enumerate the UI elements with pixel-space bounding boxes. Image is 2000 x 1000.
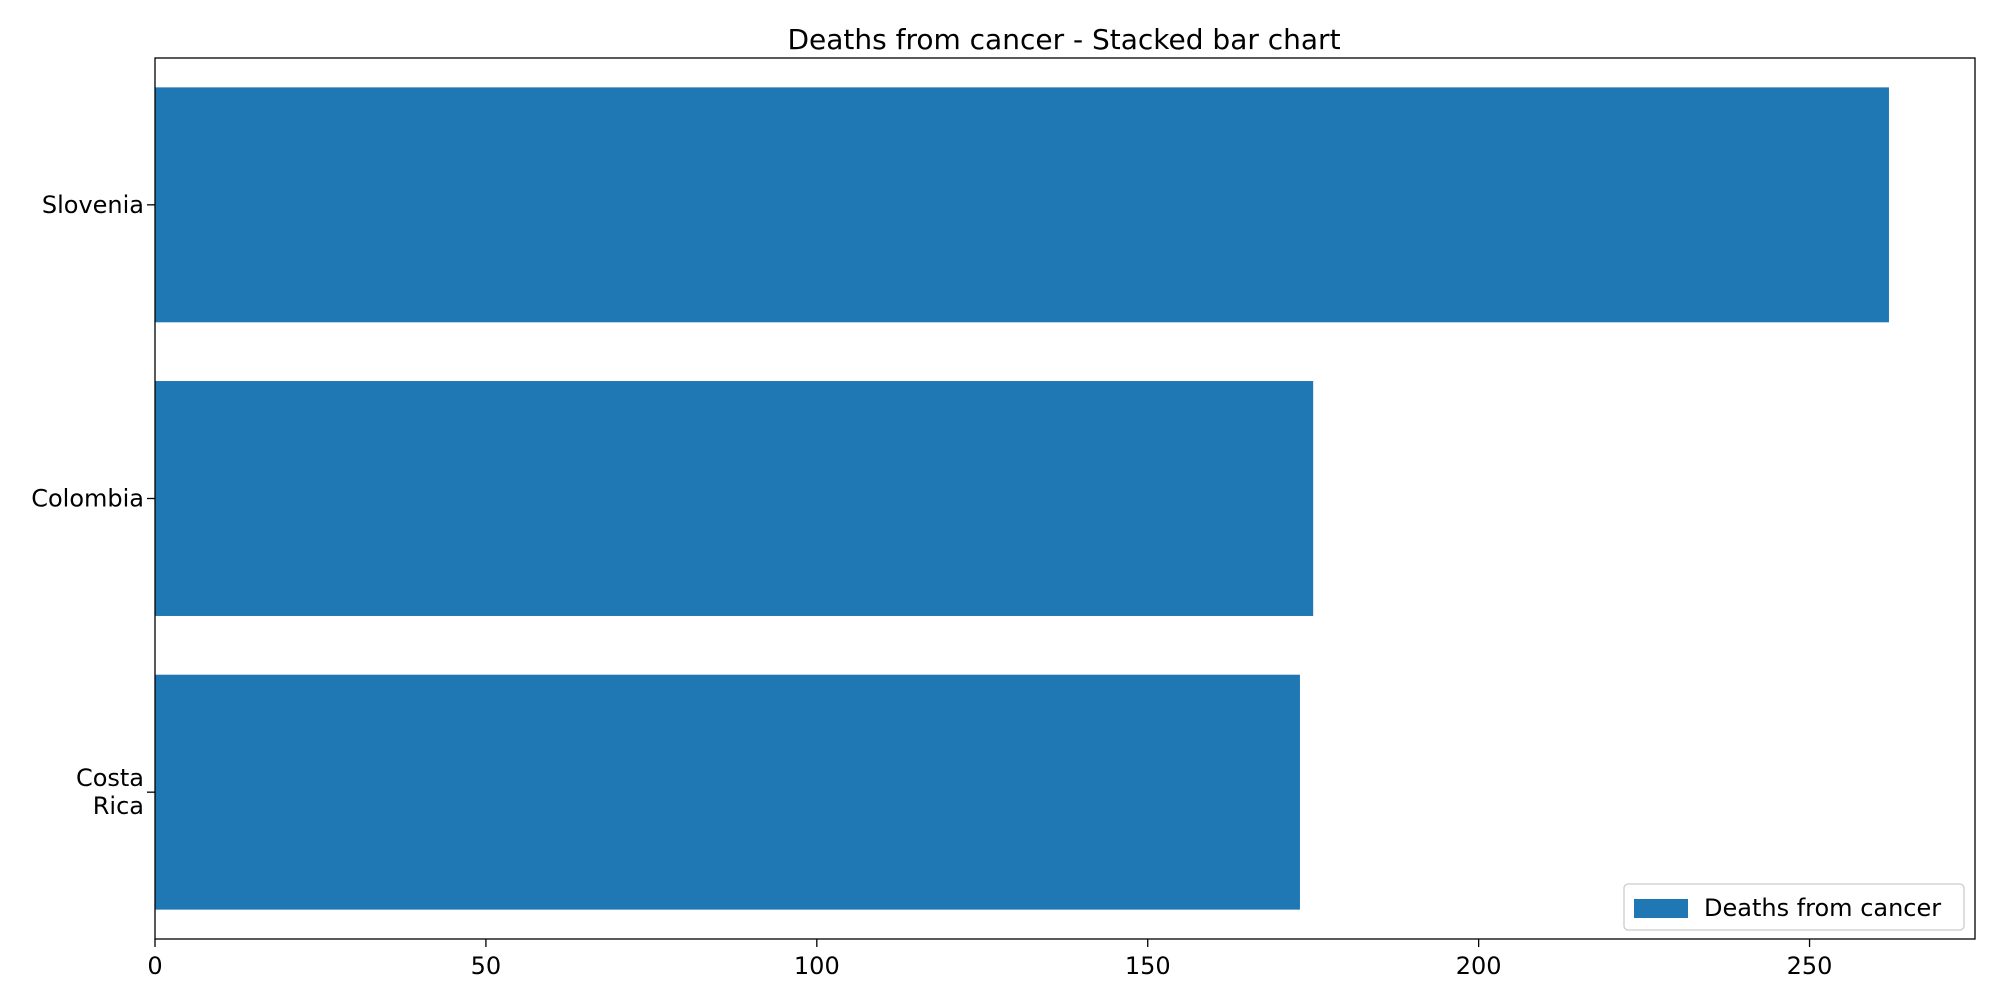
legend-label: Deaths from cancer [1704,894,1941,922]
bar-slovenia [155,87,1889,323]
y-tick-label: Costa Rica [76,764,144,820]
x-axis: 0 50 100 150 200 250 [147,939,1832,980]
legend: Deaths from cancer [1623,883,1965,931]
legend-box [1623,883,1965,931]
x-tick-label: 50 [471,952,502,980]
y-tick-label: Colombia [31,485,144,513]
bars-group [155,87,1889,910]
bar-colombia [155,381,1314,616]
x-tick-label: 200 [1456,952,1502,980]
y-axis: Slovenia Colombia Costa Rica [31,191,155,820]
x-tick-label: 0 [147,952,162,980]
y-tick-label: Slovenia [42,191,144,219]
x-tick-label: 250 [1787,952,1833,980]
chart-title: Deaths from cancer - Stacked bar chart [787,23,1340,56]
bar-costa-rica [155,674,1300,910]
x-tick-label: 150 [1125,952,1171,980]
x-tick-label: 100 [794,952,840,980]
legend-swatch [1634,899,1688,918]
